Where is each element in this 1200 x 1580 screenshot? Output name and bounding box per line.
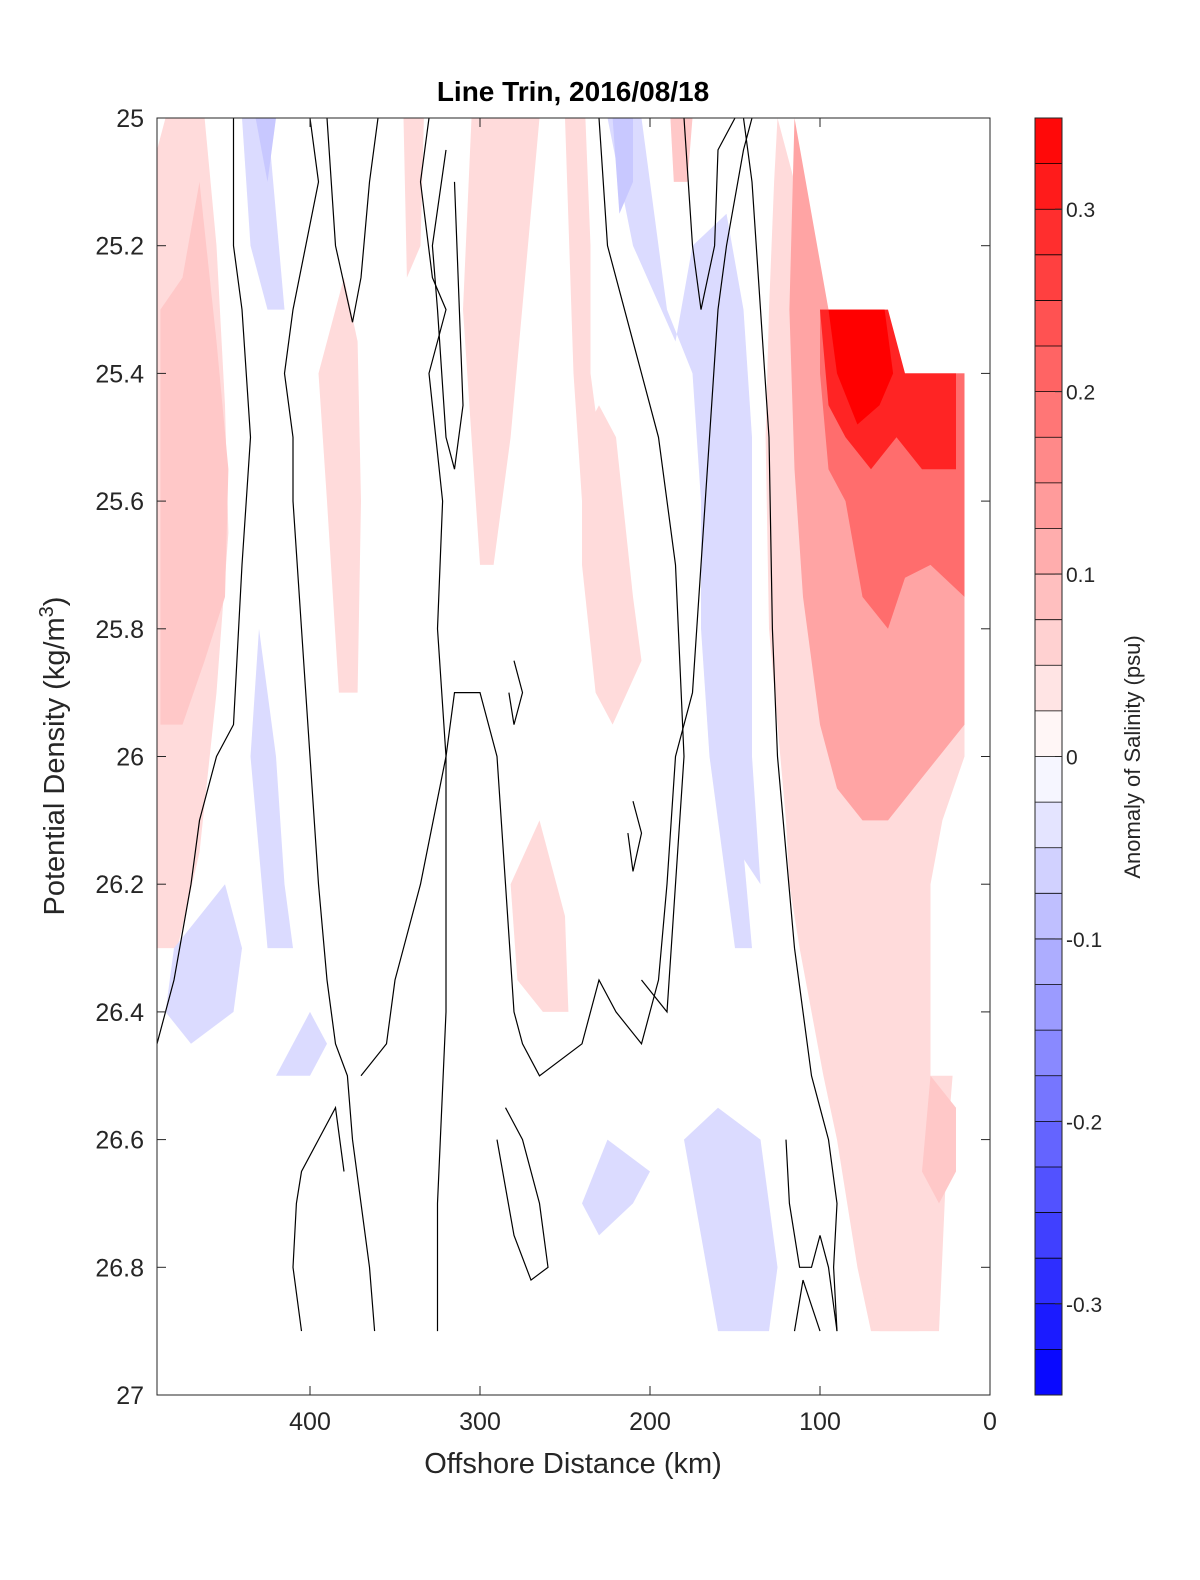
anomaly-region-19: [701, 501, 752, 949]
colorbar-swatch: [1035, 300, 1062, 347]
y-tick-label: 26.2: [95, 871, 144, 899]
zero-contour-line-34: [508, 660, 524, 725]
y-tick-label: 25.6: [95, 488, 144, 516]
colorbar-tick-label: 0.3: [1066, 199, 1095, 222]
anomaly-region-2: [318, 277, 361, 693]
zero-contour-line-31: [598, 118, 685, 1014]
y-axis-label-close: ): [39, 597, 71, 607]
zero-contour-line-40: [785, 1139, 821, 1268]
anomaly-region-15: [242, 118, 285, 310]
zero-contour-line-29: [431, 149, 464, 470]
colorbar-swatch: [1035, 938, 1062, 986]
y-tick-label: 26.8: [95, 1254, 144, 1282]
colorbar-swatch: [1035, 209, 1062, 256]
colorbar-swatch: [1035, 1121, 1062, 1168]
zero-contour-line-25: [157, 118, 252, 1044]
colorbar-swatch: [1035, 163, 1062, 210]
colorbar-swatch: [1035, 391, 1062, 438]
colorbar-swatch: [1035, 984, 1062, 1031]
colorbar-swatch: [1035, 346, 1062, 393]
colorbar-swatch: [1035, 1303, 1062, 1350]
anomaly-region-14: [922, 1075, 956, 1204]
colorbar-label: Anomaly of Salinity (psu): [1120, 635, 1145, 878]
x-tick-label: 100: [799, 1408, 841, 1436]
zero-contour-line-38: [793, 1279, 821, 1332]
anomaly-region-23: [582, 1139, 650, 1236]
colorbar-swatch: [1035, 1349, 1062, 1396]
chart-title: Line Trin, 2016/08/18: [437, 76, 709, 107]
zero-contour-line-35: [627, 801, 643, 872]
x-tick-label: 200: [629, 1408, 671, 1436]
colorbar-tick-label: -0.1: [1066, 929, 1102, 952]
colorbar-swatch: [1035, 1075, 1062, 1122]
zero-contour-line-32: [683, 118, 736, 310]
y-axis-label-main: Potential Density (kg/m: [39, 617, 71, 915]
y-tick-label: 25: [116, 105, 144, 133]
anomaly-region-16: [255, 118, 276, 182]
colorbar-swatch: [1035, 482, 1062, 529]
colorbar: 0.3 0.2 0.1 0 -0.1 -0.2 -0.3: [1034, 117, 1102, 1396]
colorbar-swatch: [1035, 1030, 1062, 1077]
y-tick-label: 26.6: [95, 1127, 144, 1155]
colorbar-swatch: [1035, 1212, 1062, 1259]
axes-layer: 400 300 200 100 0 25 25.2 25.4 25.6 25.8 26 26.2 26.…: [95, 105, 997, 1436]
colorbar-swatch: [1035, 802, 1062, 849]
y-tick-label: 26: [116, 744, 144, 772]
colorbar-swatch: [1035, 710, 1062, 757]
anomaly-region-18: [612, 118, 633, 214]
zero-contour-line-28: [360, 118, 447, 1077]
x-tick-label: 0: [983, 1408, 997, 1436]
anomaly-region-3: [403, 118, 424, 278]
anomaly-region-1: [160, 181, 229, 725]
anomaly-region-24: [684, 1107, 778, 1332]
x-axis-label: Offshore Distance (km): [424, 1448, 722, 1480]
colorbar-tick-label: 0: [1066, 747, 1078, 770]
colorbar-swatch: [1035, 893, 1062, 940]
anomaly-region-12: [828, 309, 894, 425]
zero-contour-line-33: [742, 118, 838, 1332]
zero-contour-line-37: [292, 1105, 345, 1332]
colorbar-swatch: [1035, 619, 1062, 666]
zero-contour-line-36: [496, 1107, 549, 1282]
zero-contour-line-39: [819, 1235, 838, 1332]
colorbar-swatch: [1035, 1258, 1062, 1305]
zero-contour-line-27: [326, 118, 379, 323]
y-tick-label: 27: [116, 1382, 144, 1410]
data-layer: [157, 118, 965, 1332]
anomaly-region-21: [165, 884, 242, 1044]
anomaly-region-22: [276, 1011, 327, 1076]
colorbar-swatch: [1035, 118, 1062, 165]
y-tick-label: 26.4: [95, 999, 144, 1027]
anomaly-region-6: [510, 820, 569, 1012]
colorbar-swatch: [1035, 574, 1062, 621]
y-tick-label: 25.2: [95, 233, 144, 261]
colorbar-tick-label: -0.3: [1066, 1294, 1102, 1317]
colorbar-swatch: [1035, 847, 1062, 894]
anomaly-region-4: [463, 118, 625, 661]
colorbar-swatch: [1035, 665, 1062, 712]
y-axis-label: Potential Density (kg/m3): [36, 597, 71, 916]
anomaly-region-5: [582, 405, 642, 725]
y-tick-label: 25.4: [95, 360, 144, 388]
colorbar-swatch: [1035, 437, 1062, 484]
zero-contour-line-26: [283, 118, 376, 1332]
colorbar-swatch: [1035, 528, 1062, 575]
colorbar-swatch: [1035, 756, 1062, 803]
y-axis-label-superscript: 3: [36, 606, 58, 617]
zero-contour-line-30: [436, 118, 753, 1332]
y-tick-label: 25.8: [95, 616, 144, 644]
colorbar-swatch: [1035, 1166, 1062, 1214]
anomaly-region-20: [250, 628, 293, 949]
colorbar-swatch: [1035, 254, 1062, 301]
x-tick-label: 300: [459, 1408, 501, 1436]
colorbar-tick-label: -0.2: [1066, 1111, 1102, 1134]
colorbar-tick-label: 0.1: [1066, 564, 1095, 587]
x-tick-label: 400: [289, 1408, 331, 1436]
colorbar-tick-label: 0.2: [1066, 382, 1095, 405]
